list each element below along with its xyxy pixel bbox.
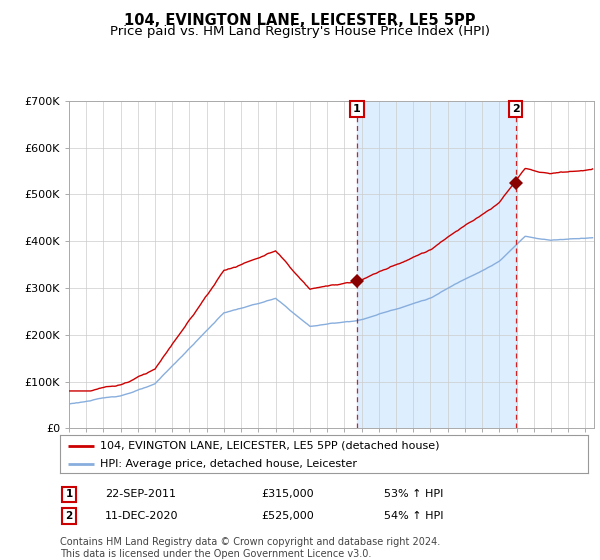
Text: 2: 2 [512, 104, 520, 114]
Text: HPI: Average price, detached house, Leicester: HPI: Average price, detached house, Leic… [100, 459, 356, 469]
Text: 2: 2 [65, 511, 73, 521]
Text: 1: 1 [65, 489, 73, 500]
Text: Contains HM Land Registry data © Crown copyright and database right 2024.
This d: Contains HM Land Registry data © Crown c… [60, 537, 440, 559]
Text: 1: 1 [353, 104, 361, 114]
Text: £525,000: £525,000 [261, 511, 314, 521]
Text: 104, EVINGTON LANE, LEICESTER, LE5 5PP (detached house): 104, EVINGTON LANE, LEICESTER, LE5 5PP (… [100, 441, 439, 451]
Text: 53% ↑ HPI: 53% ↑ HPI [384, 489, 443, 500]
Text: 104, EVINGTON LANE, LEICESTER, LE5 5PP: 104, EVINGTON LANE, LEICESTER, LE5 5PP [124, 13, 476, 28]
Text: £315,000: £315,000 [261, 489, 314, 500]
Text: 22-SEP-2011: 22-SEP-2011 [105, 489, 176, 500]
Text: Price paid vs. HM Land Registry's House Price Index (HPI): Price paid vs. HM Land Registry's House … [110, 25, 490, 38]
Bar [357, 101, 515, 428]
Text: 11-DEC-2020: 11-DEC-2020 [105, 511, 179, 521]
Text: 54% ↑ HPI: 54% ↑ HPI [384, 511, 443, 521]
